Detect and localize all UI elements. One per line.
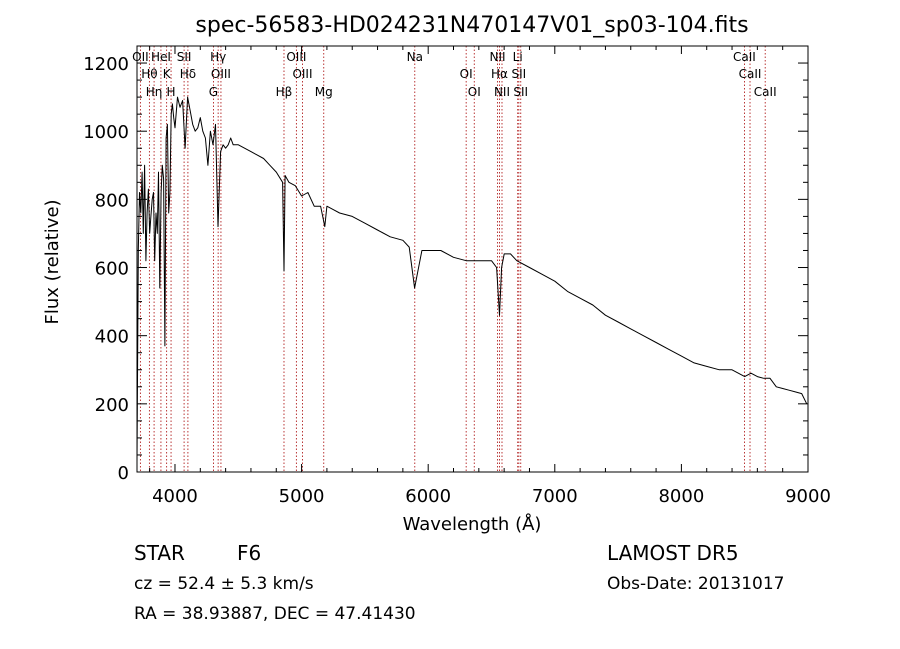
line-label: CaII bbox=[739, 67, 762, 81]
x-tick-label: 6000 bbox=[405, 486, 451, 507]
line-label: Li bbox=[513, 50, 523, 64]
line-label: CaII bbox=[754, 85, 777, 99]
spectrum-line bbox=[136, 96, 808, 462]
x-tick-label: 5000 bbox=[279, 486, 325, 507]
spectrum-series bbox=[136, 96, 808, 462]
spectral-subclass: F6 bbox=[237, 541, 262, 565]
y-tick-label: 600 bbox=[95, 259, 129, 280]
axis-ticks: 4000 5000 6000 7000 8000 9000 0 200 400 600 800 100… bbox=[83, 46, 831, 507]
line-label: G bbox=[209, 85, 218, 99]
line-label: OIII bbox=[211, 67, 231, 81]
line-label: SII bbox=[513, 85, 528, 99]
line-label: Hη bbox=[146, 85, 163, 99]
line-label: NII bbox=[494, 85, 510, 99]
line-label: Mg bbox=[315, 85, 333, 99]
x-axis-label: Wavelength (Å) bbox=[403, 513, 542, 535]
line-label: OIII bbox=[292, 67, 312, 81]
y-tick-label: 200 bbox=[95, 395, 129, 416]
object-class: STAR bbox=[134, 541, 185, 565]
line-label: NII bbox=[490, 50, 506, 64]
line-labels: OIIHθHηHeIKHSIIHδGHγOIIIHβOIIIOIIIMgNaOI… bbox=[132, 50, 776, 99]
ra-dec-coordinates: RA = 38.93887, DEC = 47.41430 bbox=[134, 604, 416, 624]
y-tick-label: 0 bbox=[118, 463, 129, 484]
line-label: K bbox=[163, 67, 172, 81]
line-label: Hβ bbox=[276, 85, 293, 99]
line-label: OI bbox=[468, 85, 481, 99]
line-label: SII bbox=[177, 50, 192, 64]
observation-date: Obs-Date: 20131017 bbox=[607, 574, 785, 594]
redshift-cz: cz = 52.4 ± 5.3 km/s bbox=[134, 574, 314, 594]
x-tick-label: 9000 bbox=[785, 486, 831, 507]
plot-frame bbox=[136, 45, 809, 473]
line-label: Hδ bbox=[180, 67, 196, 81]
line-label: CaII bbox=[733, 50, 756, 64]
survey-name: LAMOST DR5 bbox=[607, 541, 739, 565]
y-tick-label: 1000 bbox=[83, 122, 129, 143]
x-tick-label: 4000 bbox=[152, 486, 198, 507]
y-tick-label: 400 bbox=[95, 327, 129, 348]
line-label: OIII bbox=[286, 50, 306, 64]
y-axis-label: Flux (relative) bbox=[42, 199, 63, 324]
line-label: H bbox=[167, 85, 176, 99]
line-label: Hγ bbox=[210, 50, 226, 64]
chart-title: spec-56583-HD024231N470147V01_sp03-104.f… bbox=[195, 13, 748, 38]
line-label: Hθ bbox=[141, 67, 157, 81]
line-label: Hα bbox=[491, 67, 508, 81]
line-label: OI bbox=[460, 67, 473, 81]
x-tick-label: 8000 bbox=[658, 486, 704, 507]
y-tick-label: 800 bbox=[95, 190, 129, 211]
line-label: Na bbox=[407, 50, 423, 64]
y-tick-label: 1200 bbox=[83, 54, 129, 75]
x-tick-label: 7000 bbox=[532, 486, 578, 507]
spectral-line-markers bbox=[139, 46, 766, 472]
line-label: SII bbox=[511, 67, 526, 81]
line-label: HeI bbox=[151, 50, 171, 64]
line-label: OII bbox=[132, 50, 149, 64]
